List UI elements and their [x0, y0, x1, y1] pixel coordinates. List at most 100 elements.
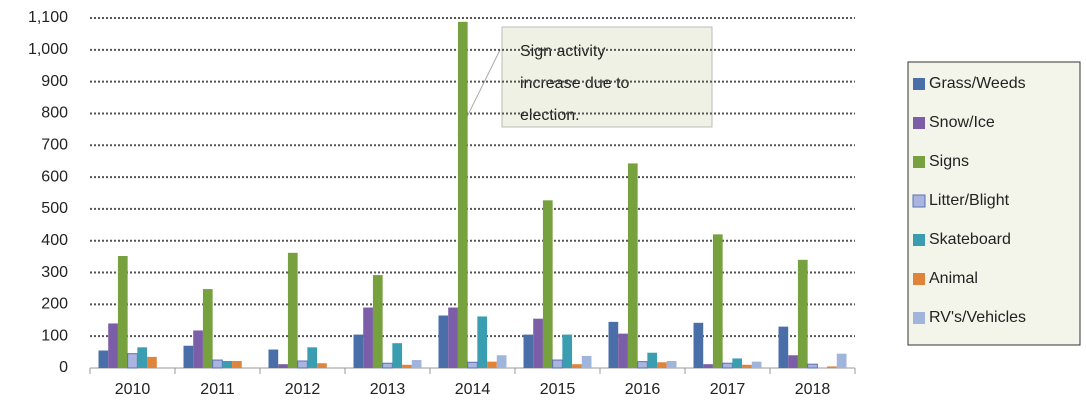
- y-tick-label: 600: [41, 168, 68, 185]
- legend-label: Animal: [929, 270, 978, 287]
- bar: [232, 361, 242, 368]
- bar: [108, 323, 118, 368]
- bar: [183, 345, 194, 368]
- bar: [542, 200, 553, 368]
- bar: [317, 363, 327, 368]
- x-tick-label: 2018: [795, 381, 831, 398]
- bar: [742, 364, 752, 368]
- bar: [467, 361, 478, 369]
- x-tick-label: 2014: [455, 381, 491, 398]
- legend-swatch: [913, 312, 925, 324]
- bar: [827, 366, 837, 368]
- bar: [392, 343, 403, 368]
- legend-swatch: [912, 194, 926, 208]
- bar: [572, 364, 582, 368]
- legend-swatch: [913, 117, 925, 129]
- x-tick-label: 2016: [625, 381, 661, 398]
- bar: [693, 322, 704, 368]
- y-tick-label: 400: [41, 232, 68, 249]
- bar: [618, 333, 628, 368]
- bar: [117, 256, 128, 368]
- x-tick-label: 2017: [710, 381, 746, 398]
- annotation-text: election.: [520, 107, 580, 124]
- annotation-box: [501, 26, 713, 128]
- bar: [608, 321, 619, 368]
- bar: [712, 234, 723, 368]
- bar: [627, 163, 638, 368]
- bar: [448, 307, 458, 368]
- bar: [202, 289, 213, 368]
- bar: [836, 353, 847, 368]
- bar: [722, 362, 733, 369]
- bar: [307, 347, 318, 368]
- annotation-text: increase due to: [520, 75, 630, 92]
- bar: [523, 334, 534, 368]
- y-tick-label: 900: [41, 73, 68, 90]
- y-tick-label: 0: [59, 359, 68, 376]
- annotation-text: Sign activity: [520, 43, 605, 60]
- bar: [137, 347, 148, 368]
- bar: [657, 362, 667, 368]
- bar: [581, 355, 592, 368]
- bar: [212, 359, 223, 369]
- bar: [438, 315, 449, 368]
- bar: [647, 352, 658, 368]
- bar: [562, 334, 573, 368]
- y-tick-label: 500: [41, 200, 68, 217]
- bar: [778, 326, 789, 368]
- bar: [297, 360, 308, 369]
- legend-label: RV's/Vehicles: [929, 309, 1026, 326]
- legend-label: Grass/Weeds: [929, 75, 1026, 92]
- bar: [372, 275, 383, 368]
- bar: [193, 330, 203, 368]
- y-tick-label: 1,000: [28, 41, 68, 58]
- bar: [477, 316, 488, 368]
- legend-label: Skateboard: [929, 231, 1011, 248]
- legend-swatch: [913, 156, 925, 168]
- legend-label: Litter/Blight: [929, 192, 1010, 209]
- bar: [487, 361, 497, 368]
- bar: [457, 21, 468, 369]
- bar: [797, 259, 808, 368]
- bar: [751, 361, 762, 368]
- bar: [127, 353, 138, 369]
- bar: [703, 364, 713, 368]
- bar: [637, 361, 648, 369]
- bar: [363, 307, 373, 368]
- x-tick-label: 2012: [285, 381, 321, 398]
- legend-label: Snow/Ice: [929, 114, 995, 131]
- bar: [268, 349, 279, 368]
- bar: [402, 364, 412, 368]
- bar: [147, 356, 157, 368]
- bar: [287, 252, 298, 368]
- y-tick-label: 1,100: [28, 9, 68, 26]
- y-tick-label: 800: [41, 105, 68, 122]
- x-tick-label: 2013: [370, 381, 406, 398]
- bar: [496, 355, 507, 368]
- bar: [222, 361, 233, 368]
- legend-label: Signs: [929, 153, 969, 170]
- x-tick-label: 2015: [540, 381, 576, 398]
- bar: [353, 334, 364, 368]
- bar: [552, 359, 563, 369]
- x-tick-label: 2011: [200, 381, 235, 398]
- legend-swatch: [913, 78, 925, 90]
- y-tick-label: 200: [41, 296, 68, 313]
- bar: [788, 355, 798, 368]
- legend-swatch: [913, 273, 925, 285]
- bar: [411, 360, 422, 368]
- legend-box: [907, 61, 1081, 346]
- bar: [278, 364, 288, 368]
- y-tick-label: 100: [41, 327, 68, 344]
- bar: [666, 361, 677, 368]
- bar: [98, 350, 109, 368]
- bar: [533, 318, 543, 368]
- legend-swatch: [913, 234, 925, 246]
- bar: [732, 358, 743, 368]
- y-tick-label: 700: [41, 136, 68, 153]
- bar: [807, 363, 818, 369]
- bar: [382, 362, 393, 369]
- x-tick-label: 2010: [115, 381, 151, 398]
- y-tick-label: 300: [41, 264, 68, 281]
